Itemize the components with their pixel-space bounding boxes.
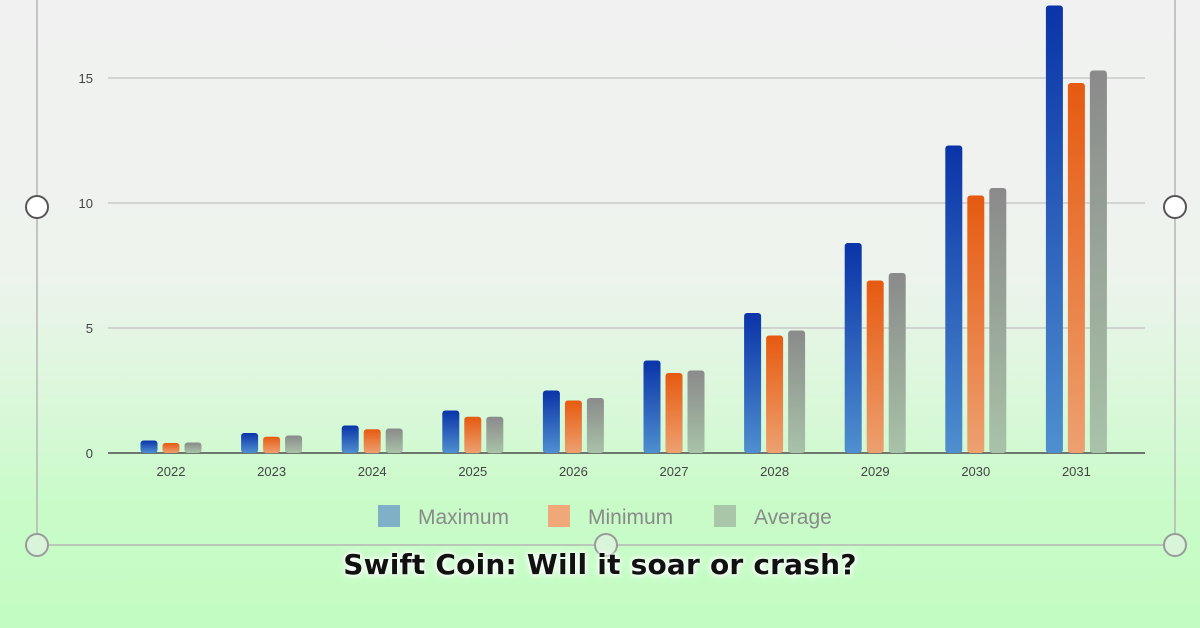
y-tick-label: 10 — [79, 196, 93, 211]
bar-average-2029 — [888, 273, 906, 453]
resize-handle-bottom-left[interactable] — [25, 533, 49, 557]
legend-label-minimum: Minimum — [588, 506, 673, 529]
x-tick-label: 2025 — [458, 464, 487, 479]
bar-average-2031 — [1089, 70, 1107, 453]
bar-minimum-2025 — [464, 416, 482, 454]
bar-maximum-2027 — [643, 360, 661, 453]
x-tick-label: 2024 — [358, 464, 387, 479]
x-tick-label: 2028 — [760, 464, 789, 479]
x-axis: 2022 2023 2024 2025 2026 2027 2028 2029 2030 2031 — [157, 464, 1091, 479]
x-tick-label: 2027 — [660, 464, 689, 479]
bar-maximum-2025 — [442, 410, 460, 453]
bar-minimum-2022 — [162, 443, 180, 453]
legend-label-average: Average — [754, 506, 832, 529]
bar-average-2026 — [586, 398, 604, 453]
bar-average-2025 — [486, 416, 504, 454]
bar-maximum-2028 — [744, 313, 762, 453]
y-tick-label: 5 — [86, 321, 93, 336]
legend: Maximum Minimum Average — [378, 505, 832, 529]
legend-swatch-maximum — [378, 505, 400, 527]
resize-handle-bottom-center[interactable] — [594, 533, 618, 557]
bar-maximum-2026 — [542, 390, 560, 453]
bar-minimum-2028 — [766, 335, 784, 453]
bar-minimum-2031 — [1067, 83, 1085, 453]
legend-swatch-minimum — [548, 505, 570, 527]
bar-maximum-2030 — [945, 145, 963, 453]
resize-handle-bottom-right[interactable] — [1163, 533, 1187, 557]
bar-maximum-2031 — [1045, 5, 1063, 453]
y-tick-label: 15 — [79, 71, 93, 86]
x-tick-label: 2022 — [157, 464, 186, 479]
bar-average-2022 — [184, 442, 202, 453]
bars — [140, 5, 1107, 454]
bar-minimum-2027 — [665, 373, 683, 453]
x-tick-label: 2029 — [861, 464, 890, 479]
bar-maximum-2023 — [241, 433, 259, 453]
bar-average-2028 — [788, 330, 806, 453]
bar-average-2030 — [989, 188, 1007, 453]
caption-title: Swift Coin: Will it soar or crash? — [343, 548, 857, 581]
legend-label-maximum: Maximum — [418, 506, 509, 529]
bar-minimum-2029 — [866, 280, 884, 453]
x-tick-label: 2023 — [257, 464, 286, 479]
legend-swatch-average — [714, 505, 736, 527]
bar-minimum-2023 — [263, 436, 281, 454]
bar-average-2023 — [285, 435, 303, 453]
resize-handle-left[interactable] — [25, 195, 49, 219]
bar-average-2027 — [687, 370, 705, 453]
bar-minimum-2024 — [363, 429, 381, 454]
bar-maximum-2029 — [844, 243, 862, 453]
bar-average-2024 — [385, 428, 403, 453]
bar-maximum-2024 — [341, 425, 359, 453]
y-axis: 0 5 10 15 — [79, 71, 93, 461]
bar-minimum-2026 — [564, 400, 582, 453]
bar-minimum-2030 — [967, 195, 985, 453]
bar-maximum-2022 — [140, 440, 158, 453]
x-tick-label: 2030 — [961, 464, 990, 479]
y-tick-label: 0 — [86, 446, 93, 461]
resize-handle-right[interactable] — [1163, 195, 1187, 219]
x-tick-label: 2026 — [559, 464, 588, 479]
x-tick-label: 2031 — [1062, 464, 1091, 479]
